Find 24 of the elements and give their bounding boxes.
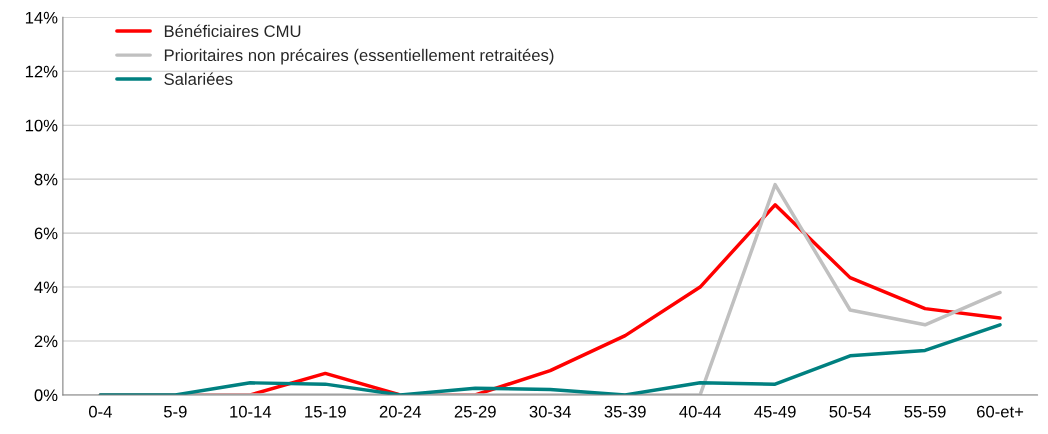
y-tick-label: 2% xyxy=(34,335,58,348)
y-tick-label: 12% xyxy=(25,65,58,78)
x-tick-label: 45-49 xyxy=(754,405,796,418)
x-tick-label: 0-4 xyxy=(88,405,112,418)
x-tick-label: 10-14 xyxy=(230,405,272,418)
x-tick-label: 60-et+ xyxy=(977,405,1024,418)
x-tick-label: 30-34 xyxy=(529,405,572,418)
legend-label: Prioritaires non précaires (essentiellement retraitées) xyxy=(164,48,554,65)
y-tick-label: 4% xyxy=(34,281,58,294)
legend-label: Bénéficiaires CMU xyxy=(164,24,301,38)
x-tick-label: 15-19 xyxy=(305,405,346,418)
y-tick-label: 14% xyxy=(25,11,58,24)
x-tick-label: 5-9 xyxy=(163,405,187,418)
x-tick-label: 35-39 xyxy=(604,405,646,418)
y-tick-label: 0% xyxy=(34,389,58,402)
y-tick-label: 8% xyxy=(34,173,58,186)
y-tick-label: 10% xyxy=(25,119,58,132)
x-tick-label: 25-29 xyxy=(454,405,496,418)
legend-label: Salariées xyxy=(164,72,233,85)
x-tick-label: 55-59 xyxy=(904,405,946,418)
x-tick-label: 20-24 xyxy=(379,405,422,418)
y-tick-label: 6% xyxy=(34,227,58,240)
x-tick-label: 50-54 xyxy=(829,405,871,418)
x-tick-label: 40-44 xyxy=(679,405,721,418)
